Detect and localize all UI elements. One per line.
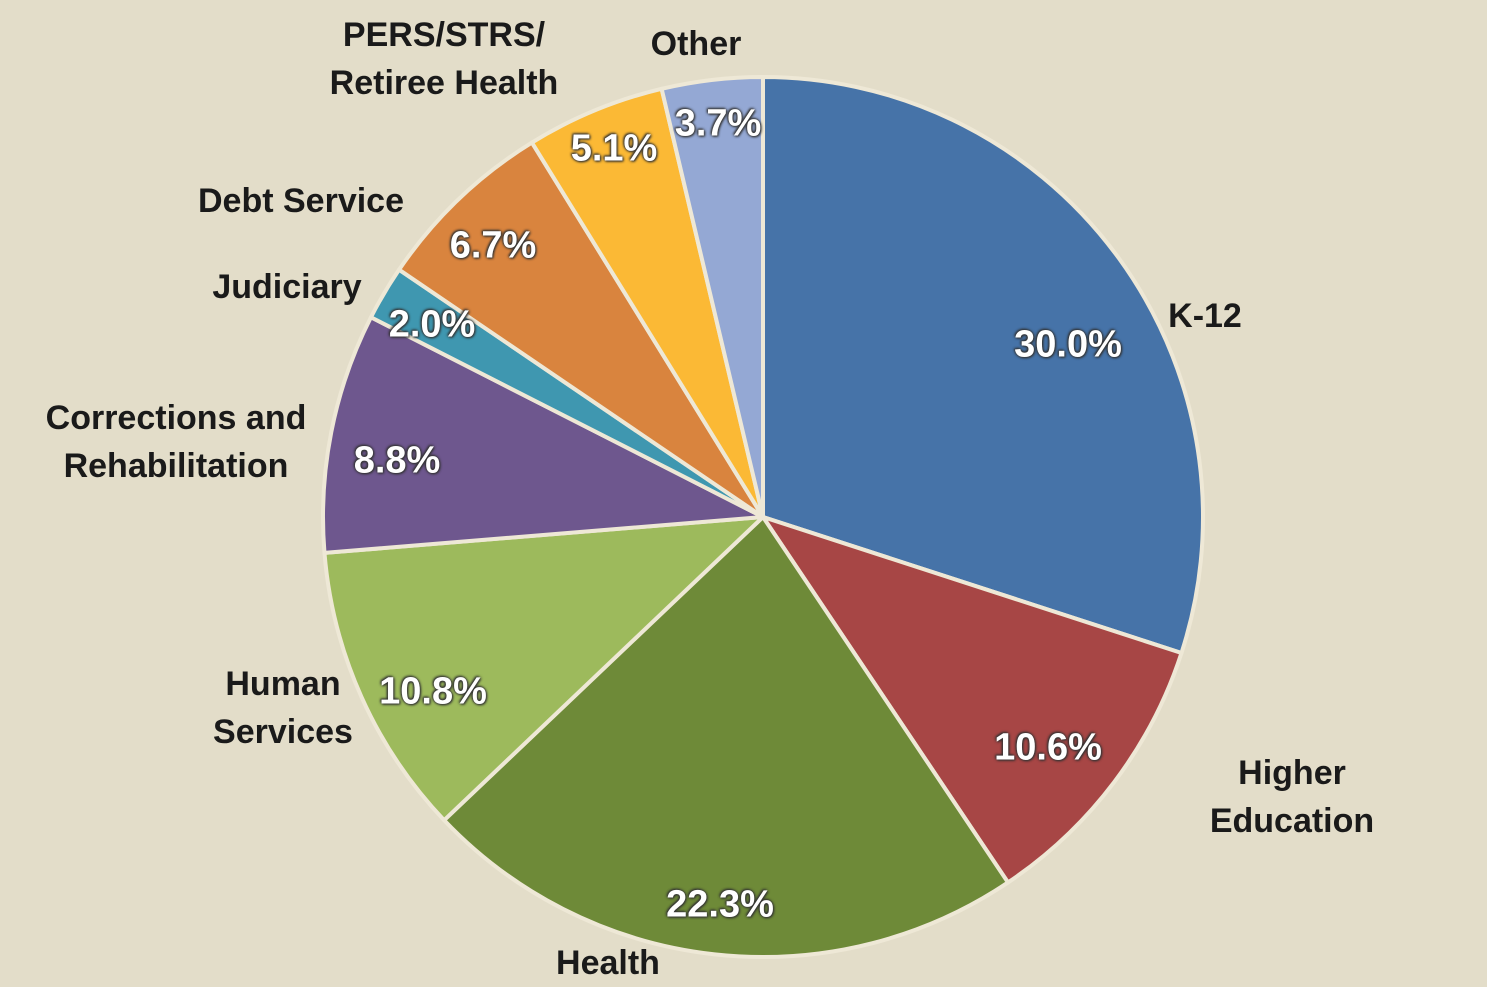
pie-slice xyxy=(761,515,1184,885)
value-label: 8.8% xyxy=(353,439,441,482)
pie-slice xyxy=(322,515,765,823)
category-label: Human Services xyxy=(213,665,353,751)
value-label: 5.1% xyxy=(570,127,658,170)
pie-slice xyxy=(397,140,765,519)
value-label: 30.0% xyxy=(1014,323,1122,366)
category-label: Corrections and Rehabilitation xyxy=(45,399,307,485)
pie-slice xyxy=(442,515,1011,959)
value-label: 6.7% xyxy=(449,224,537,267)
pie-slice xyxy=(321,315,765,555)
category-label: PERS/STRS/ Retiree Health xyxy=(329,16,559,102)
category-label: Judiciary xyxy=(212,268,362,306)
value-label: 2.0% xyxy=(388,303,476,346)
pie-slice xyxy=(529,86,765,519)
value-label: 10.8% xyxy=(379,670,487,713)
pie-slice xyxy=(761,75,1205,655)
category-label: Higher Education xyxy=(1209,754,1375,840)
category-label: K-12 xyxy=(1168,297,1242,335)
category-label: Health xyxy=(556,944,660,982)
category-label: Other xyxy=(650,25,742,63)
value-label: 10.6% xyxy=(994,726,1102,769)
value-label: 22.3% xyxy=(666,883,774,926)
category-label: Debt Service xyxy=(198,182,404,220)
pie-slice xyxy=(659,75,765,519)
value-label: 3.7% xyxy=(674,102,762,145)
